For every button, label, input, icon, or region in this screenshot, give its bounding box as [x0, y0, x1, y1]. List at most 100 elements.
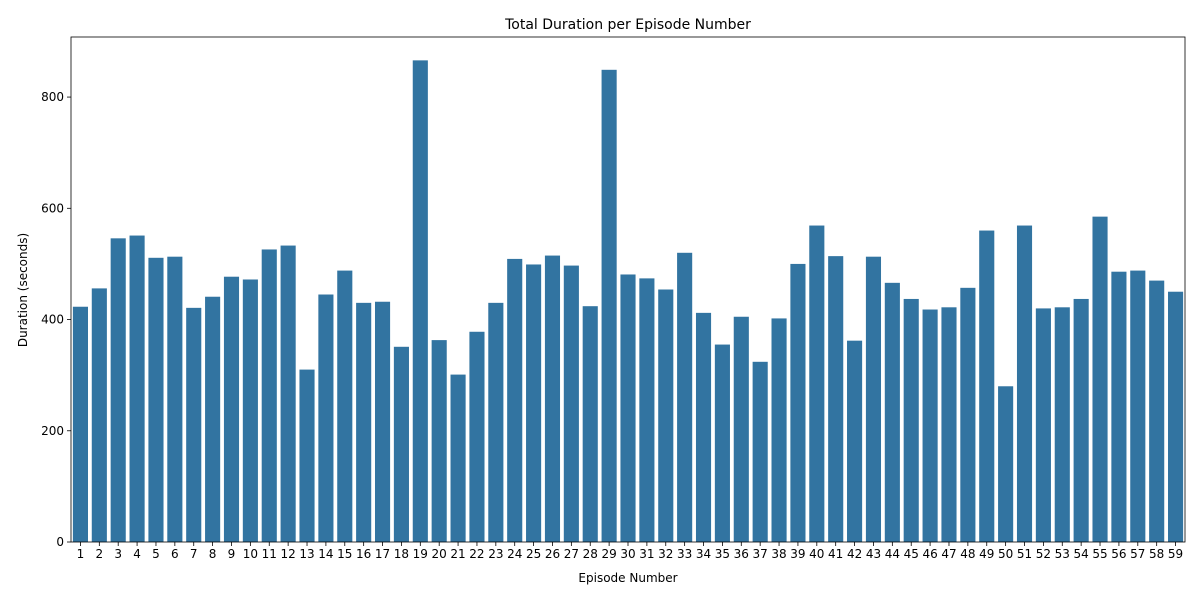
bar-episode-3: [110, 238, 126, 542]
x-tick-label: 4: [133, 547, 141, 561]
x-tick-label: 57: [1130, 547, 1145, 561]
x-tick-label: 12: [280, 547, 295, 561]
bar-episode-24: [507, 258, 523, 542]
x-tick-label: 34: [696, 547, 711, 561]
x-tick-label: 6: [171, 547, 179, 561]
y-tick-label: 600: [41, 201, 64, 215]
bar-episode-20: [431, 340, 447, 542]
bar-episode-11: [261, 249, 277, 542]
bar-episode-39: [790, 263, 806, 542]
bar-episode-5: [148, 257, 164, 542]
bar-episode-41: [828, 256, 844, 542]
x-tick-label: 8: [209, 547, 217, 561]
bar-episode-16: [356, 302, 372, 542]
x-tick-label: 50: [998, 547, 1013, 561]
x-tick-label: 37: [753, 547, 768, 561]
x-axis-ticks: 1 2 3 4 5 6 7 8 9 10 11 12 13 14 15 16 17 18 19 20 21 22 23 24 2…: [77, 542, 1183, 561]
x-tick-label: 56: [1111, 547, 1126, 561]
x-tick-label: 46: [922, 547, 937, 561]
bar-episode-50: [998, 386, 1014, 542]
bar-episode-27: [563, 265, 579, 542]
x-tick-label: 59: [1168, 547, 1183, 561]
bar-episode-23: [488, 302, 504, 542]
bar-episode-52: [1035, 308, 1051, 542]
bar-episode-36: [733, 316, 749, 542]
x-tick-label: 27: [564, 547, 579, 561]
bar-episode-25: [526, 264, 542, 542]
bar-episode-18: [393, 346, 409, 542]
x-tick-label: 31: [639, 547, 654, 561]
bar-episode-38: [771, 318, 787, 542]
x-tick-label: 52: [1036, 547, 1051, 561]
y-tick-label: 400: [41, 313, 64, 327]
bar-episode-22: [469, 331, 485, 542]
bar-episode-53: [1054, 307, 1070, 542]
x-tick-label: 45: [904, 547, 919, 561]
x-tick-label: 24: [507, 547, 522, 561]
x-tick-label: 36: [734, 547, 749, 561]
x-tick-label: 14: [318, 547, 333, 561]
x-tick-label: 11: [262, 547, 277, 561]
bar-episode-13: [299, 369, 315, 542]
x-tick-label: 47: [941, 547, 956, 561]
bar-episode-47: [941, 307, 957, 542]
bar-episode-45: [903, 298, 919, 542]
bar-episode-57: [1130, 270, 1146, 542]
y-tick-label: 200: [41, 424, 64, 438]
x-tick-label: 30: [620, 547, 635, 561]
x-tick-label: 53: [1055, 547, 1070, 561]
bar-episode-59: [1168, 291, 1184, 542]
x-tick-label: 43: [866, 547, 881, 561]
x-tick-label: 18: [394, 547, 409, 561]
x-tick-label: 51: [1017, 547, 1032, 561]
x-tick-label: 26: [545, 547, 560, 561]
bar-episode-48: [960, 287, 976, 542]
bar-episode-46: [922, 309, 938, 542]
x-tick-label: 5: [152, 547, 160, 561]
x-tick-label: 15: [337, 547, 352, 561]
bar-episode-21: [450, 374, 466, 542]
bar-episode-17: [374, 301, 391, 542]
plot-frame: [70, 36, 1186, 543]
bar-episode-49: [979, 230, 995, 543]
bar-episode-10: [242, 279, 258, 542]
bar-episode-58: [1149, 280, 1165, 542]
x-tick-label: 3: [114, 547, 122, 561]
x-tick-label: 7: [190, 547, 198, 561]
x-tick-label: 10: [243, 547, 258, 561]
bar-episode-34: [695, 312, 712, 542]
bar-episode-51: [1016, 225, 1033, 543]
bar-episode-37: [752, 361, 768, 542]
bar-episode-42: [847, 340, 863, 542]
x-tick-label: 19: [413, 547, 428, 561]
x-tick-label: 20: [432, 547, 447, 561]
x-tick-label: 54: [1074, 547, 1089, 561]
x-tick-label: 25: [526, 547, 541, 561]
bar-episode-28: [582, 306, 598, 542]
x-tick-label: 44: [885, 547, 900, 561]
bar-episode-30: [620, 274, 636, 542]
bar-episode-7: [186, 307, 202, 542]
bar-episode-4: [129, 235, 145, 543]
x-tick-label: 41: [828, 547, 843, 561]
x-tick-label: 16: [356, 547, 371, 561]
chart-title: Total Duration per Episode Number: [504, 17, 751, 33]
x-tick-label: 40: [809, 547, 824, 561]
x-tick-label: 13: [299, 547, 314, 561]
bar-episode-12: [280, 245, 296, 542]
bar-episode-44: [884, 282, 900, 542]
bar-episode-40: [809, 225, 825, 543]
bar-episode-26: [544, 255, 561, 542]
x-tick-label: 32: [658, 547, 673, 561]
x-tick-label: 35: [715, 547, 730, 561]
x-tick-label: 33: [677, 547, 692, 561]
x-tick-label: 23: [488, 547, 503, 561]
x-tick-label: 29: [601, 547, 616, 561]
x-tick-label: 38: [771, 547, 786, 561]
y-axis-label: Duration (seconds): [16, 233, 30, 347]
bar-episode-56: [1111, 271, 1127, 542]
x-tick-label: 42: [847, 547, 862, 561]
x-tick-label: 21: [450, 547, 465, 561]
